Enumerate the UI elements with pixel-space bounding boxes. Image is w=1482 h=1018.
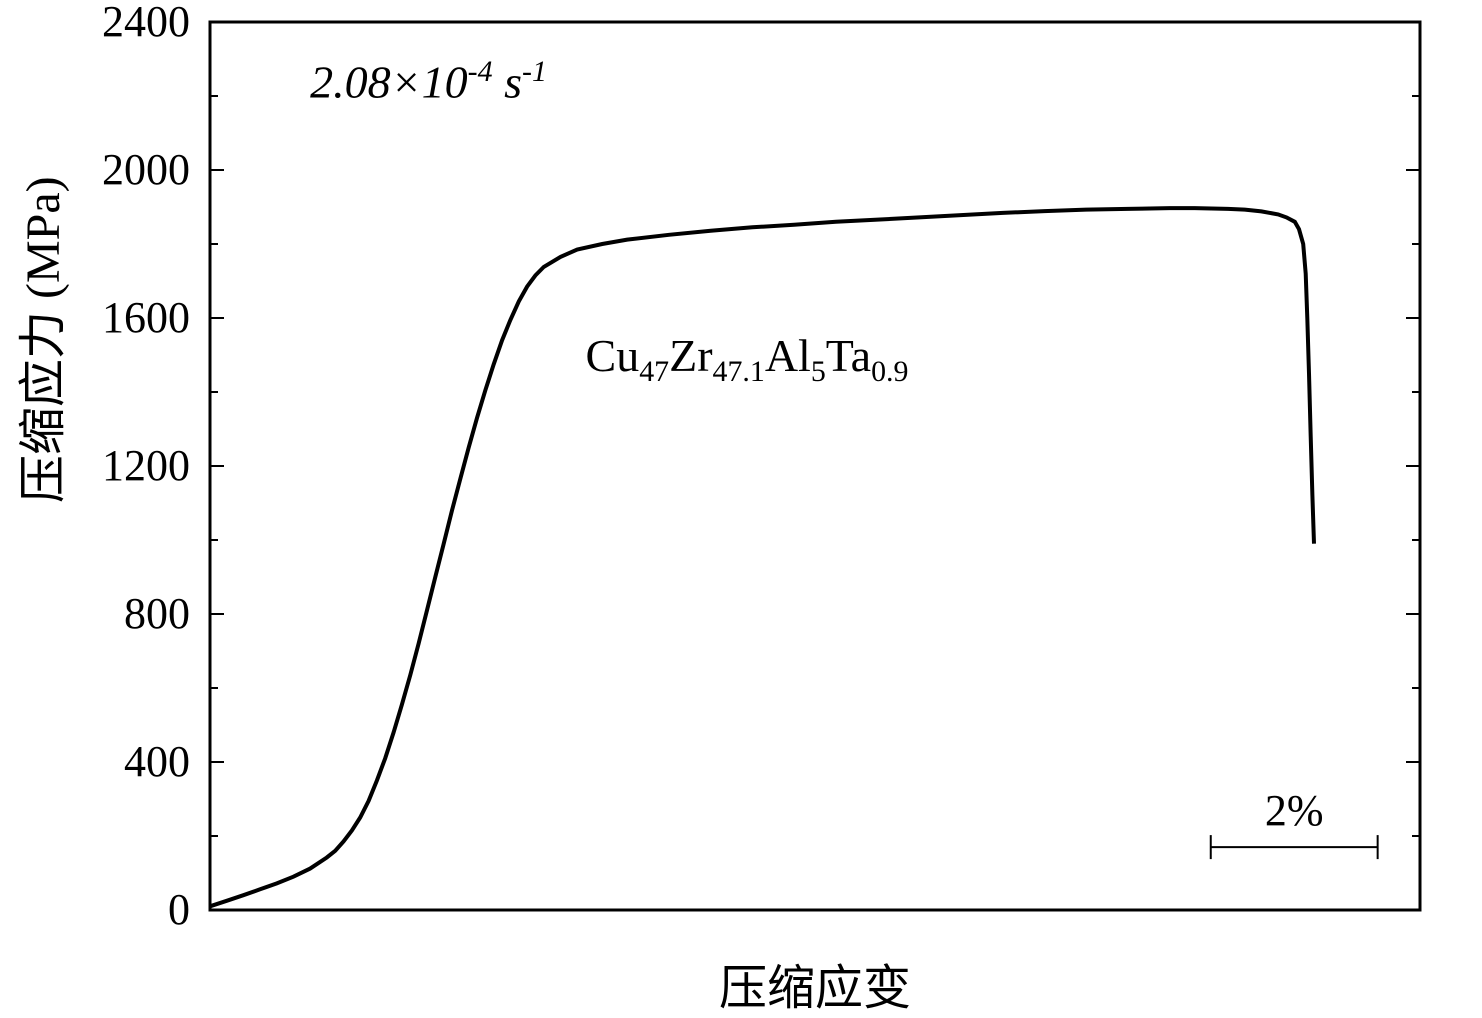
scale-bar-label: 2% — [1244, 785, 1344, 836]
strain-rate-annotation: 2.08×10-4 s-1 — [310, 55, 547, 108]
y-tick-label: 800 — [90, 588, 190, 639]
y-tick-label: 0 — [90, 884, 190, 935]
composition-formula: Cu47Zr47.1Al5Ta0.9 — [586, 329, 909, 389]
y-axis-label: 压缩应力 (MPa) — [3, 443, 73, 503]
x-axis-label: 压缩应变 — [695, 948, 935, 1018]
stress-strain-chart: 压缩应力 (MPa) 压缩应变 04008001200160020002400 … — [0, 0, 1482, 1016]
y-tick-label: 400 — [90, 736, 190, 787]
y-tick-label: 2000 — [90, 144, 190, 195]
y-tick-label: 1600 — [90, 292, 190, 343]
y-tick-label: 1200 — [90, 440, 190, 491]
chart-svg — [0, 0, 1482, 1016]
y-tick-label: 2400 — [90, 0, 190, 47]
